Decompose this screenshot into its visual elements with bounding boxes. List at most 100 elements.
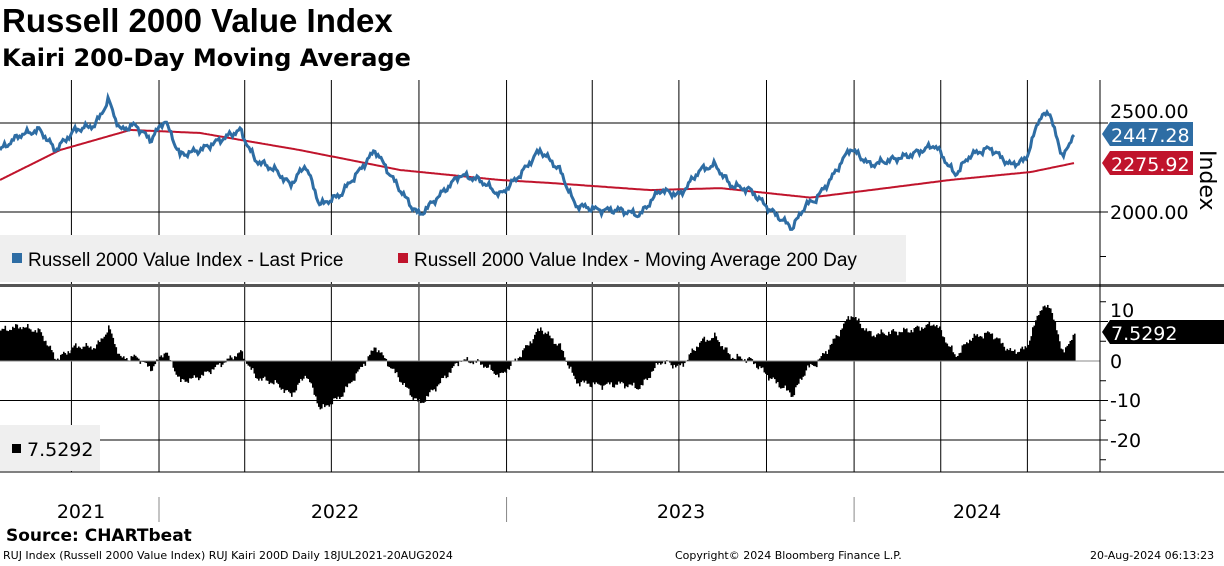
kairi-bar: [823, 353, 826, 361]
kairi-bar: [933, 324, 935, 361]
kairi-bar: [273, 361, 275, 385]
kairi-bar: [598, 361, 601, 385]
kairi-bar: [120, 355, 122, 361]
kairi-bar: [718, 341, 721, 361]
ytick-minus10: -10: [1110, 390, 1141, 412]
kairi-bar: [270, 361, 272, 383]
kairi-bar: [310, 361, 313, 384]
kairi-bar: [285, 361, 287, 391]
kairi-bar: [147, 361, 149, 367]
kairi-bar: [778, 361, 781, 388]
kairi-bar: [925, 324, 928, 361]
kairi-bar: [1074, 333, 1076, 361]
kairi-bar: [426, 361, 428, 396]
kairi-bar: [765, 361, 767, 374]
kairi-bar: [760, 361, 763, 369]
kairi-bar: [241, 351, 244, 361]
kairi-bar: [130, 356, 133, 361]
kairi-bar: [168, 355, 170, 361]
kairi-bar: [874, 337, 877, 361]
kairi-bar: [907, 332, 910, 361]
kairi-bar: [903, 327, 905, 361]
kairi-bar: [759, 361, 761, 367]
kairi-bar: [727, 353, 730, 361]
kairi-bar: [1018, 351, 1021, 361]
kairi-bar: [891, 330, 893, 361]
kairi-bar: [183, 361, 185, 380]
kairi-bar: [540, 327, 542, 361]
kairi-bar: [729, 354, 731, 361]
kairi-bar: [1009, 348, 1012, 361]
kairi-bar: [502, 361, 505, 373]
kairi-bar: [702, 338, 704, 361]
kairi-bar: [549, 335, 551, 361]
kairi-bar: [577, 361, 580, 384]
kairi-bar: [438, 361, 440, 385]
kairi-bar: [928, 321, 931, 361]
kairi-bar: [157, 359, 160, 361]
kairi-bar: [652, 361, 655, 371]
kairi-bar: [333, 361, 335, 399]
kairi-bar: [594, 361, 596, 385]
kairi-bar: [1066, 345, 1069, 361]
kairi-bar: [378, 350, 380, 361]
kairi-bar: [327, 361, 329, 406]
kairi-bar: [351, 361, 353, 383]
kairi-bar: [576, 361, 578, 384]
ytick-10: 10: [1110, 300, 1134, 322]
kairi-bar: [424, 361, 427, 402]
kairi-bar: [582, 361, 584, 381]
kairi-bar: [361, 361, 364, 367]
kairi-bar: [181, 361, 184, 380]
kairi-bar: [409, 361, 412, 396]
kairi-bar: [783, 361, 785, 388]
kairi-bar: [789, 361, 791, 393]
kairi-bar: [39, 329, 41, 361]
kairi-bar: [829, 344, 832, 361]
kairi-bar: [600, 361, 602, 386]
kairi-bar: [67, 351, 70, 361]
kairi-bar: [939, 326, 941, 361]
kairi-bar: [430, 361, 433, 390]
kairi-bar: [396, 361, 398, 373]
kairi-bar: [57, 358, 59, 361]
kairi-bar: [229, 355, 232, 361]
kairi-bar: [76, 347, 79, 361]
kairi-bar: [690, 352, 692, 361]
kairi-bar: [43, 341, 46, 361]
kairi-bar: [892, 328, 895, 361]
kairi-bar: [534, 334, 536, 361]
kairi-bar: [300, 361, 302, 379]
kairi-bar: [543, 334, 545, 361]
kairi-bar: [13, 327, 16, 361]
kairi-bar: [555, 343, 557, 361]
kairi-bar: [544, 332, 547, 361]
kairi-bar: [162, 357, 164, 361]
kairi-bar: [148, 361, 151, 367]
kairi-bar: [481, 361, 484, 365]
kairi-bar: [636, 361, 638, 390]
footer-copyright: Copyright© 2024 Bloomberg Finance L.P.: [675, 549, 902, 562]
kairi-bar: [288, 361, 290, 392]
kairi-bar: [12, 326, 14, 361]
kairi-bar: [946, 343, 949, 361]
kairi-bar: [466, 357, 469, 361]
kairi-bar: [1012, 351, 1015, 361]
kairi-bar: [766, 361, 769, 376]
kairi-bar: [307, 361, 310, 379]
kairi-bar: [756, 361, 758, 368]
kairi-bar: [232, 359, 235, 361]
kairi-bar: [871, 336, 874, 361]
kairi-bar: [471, 361, 473, 363]
kairi-bar: [526, 345, 529, 361]
kairi-bar: [886, 335, 889, 361]
kairi-bar: [622, 361, 625, 384]
kairi-bar: [399, 361, 401, 382]
kairi-bar: [453, 361, 455, 367]
kairi-bar: [973, 333, 976, 361]
kairi-bar: [457, 361, 460, 367]
kairi-bar: [633, 361, 635, 383]
kairi-bar: [421, 361, 424, 403]
kairi-bar: [225, 361, 227, 363]
kairi-bar: [523, 348, 526, 361]
